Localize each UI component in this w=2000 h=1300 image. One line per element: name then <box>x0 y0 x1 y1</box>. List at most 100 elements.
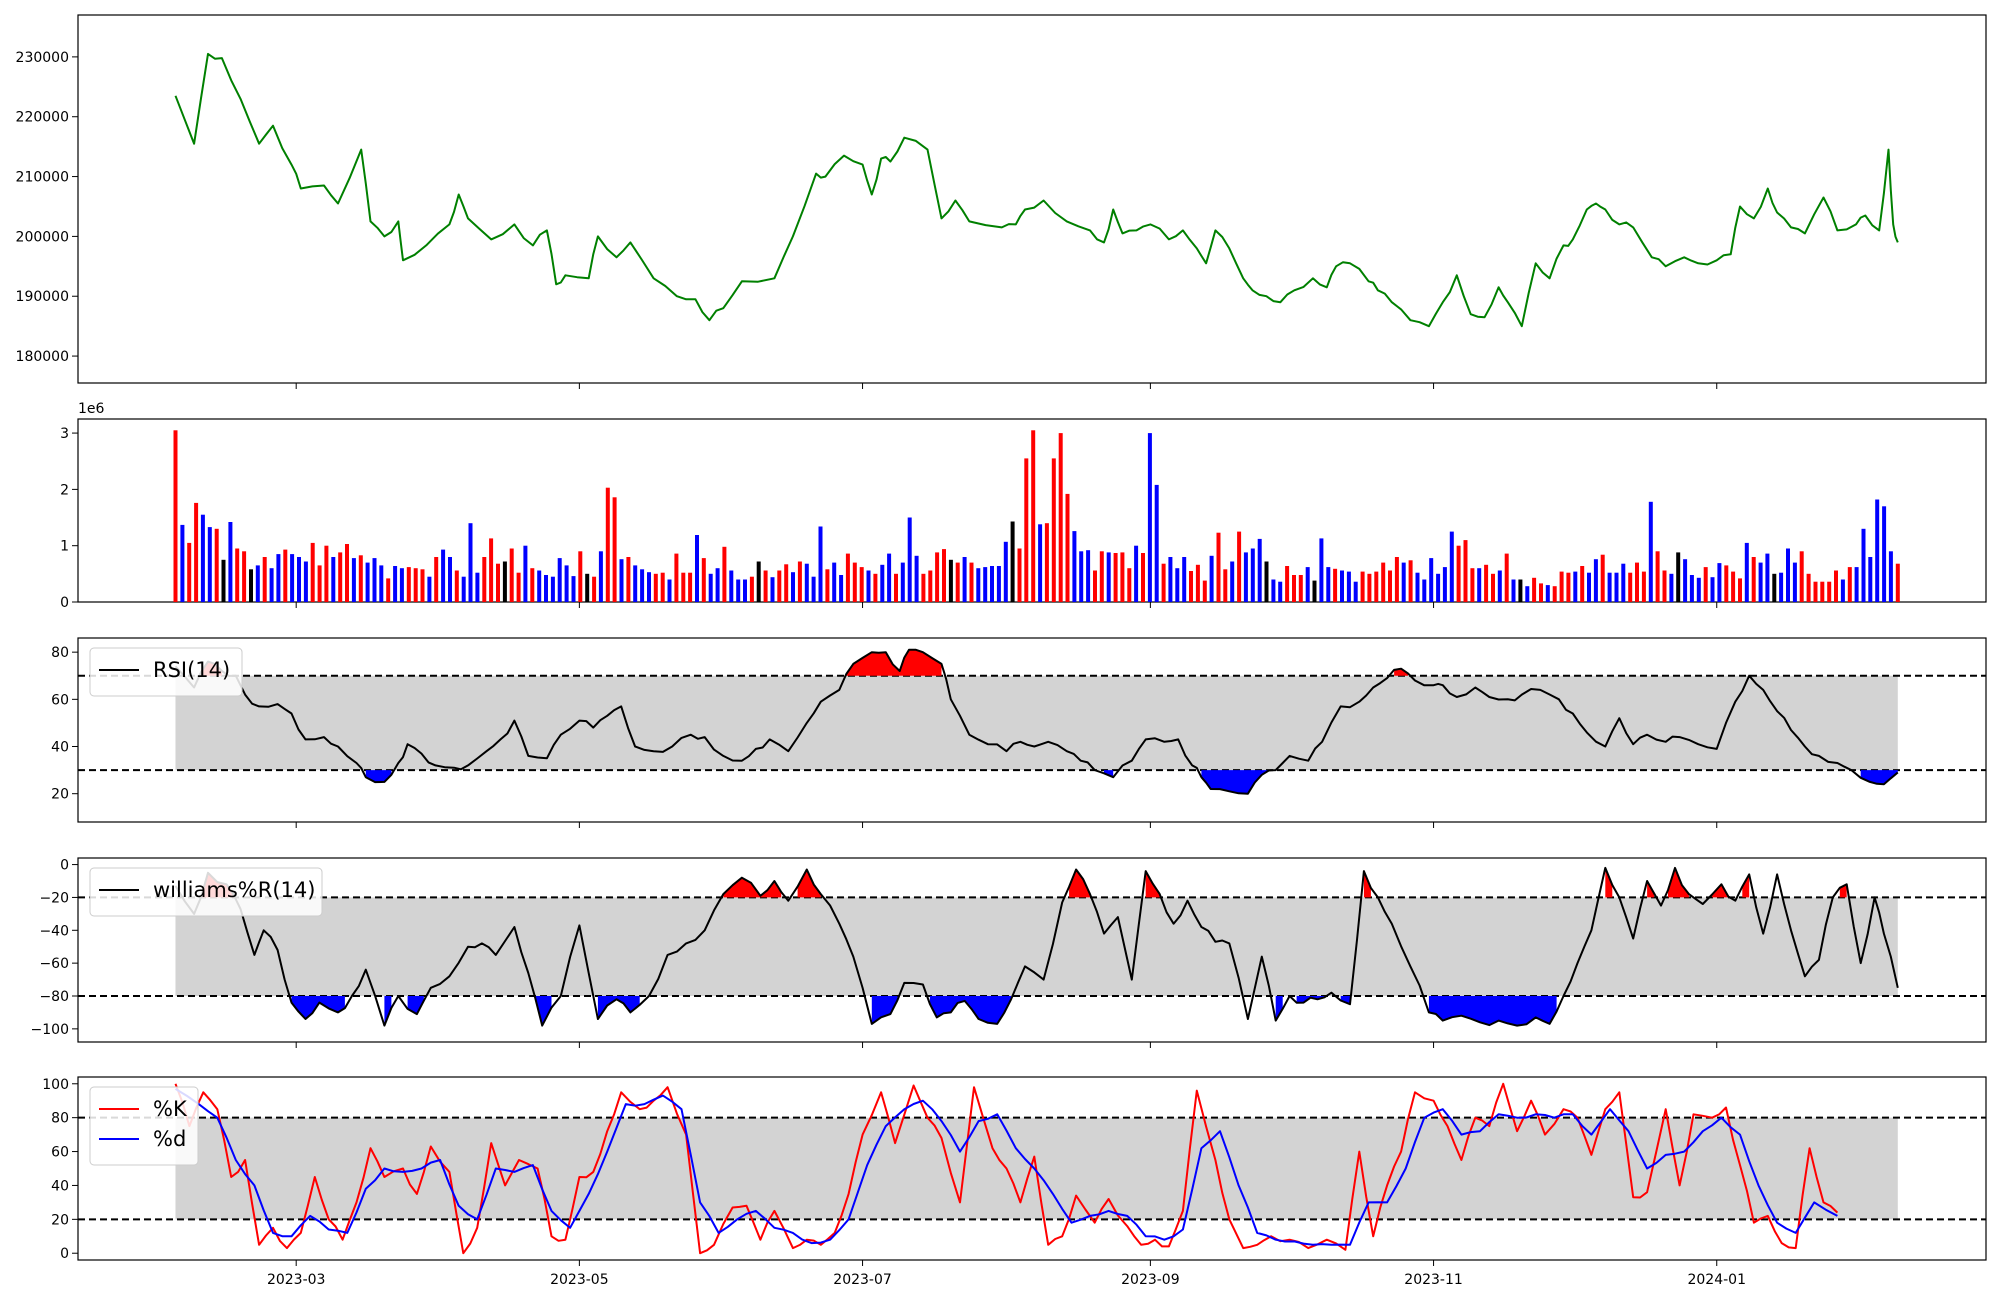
volume-bar <box>1840 579 1845 602</box>
volume-bar <box>1202 580 1207 602</box>
volume-bar <box>715 568 720 602</box>
volume-bar <box>1305 567 1310 602</box>
volume-bar <box>1820 581 1825 602</box>
x-axis: 2023-03 2023-05 2023-07 2023-09 2023-11 2024-… <box>267 383 1746 1288</box>
volume-bar <box>1408 560 1413 602</box>
volume-bar <box>571 576 576 602</box>
volume-bar <box>331 557 336 602</box>
volume-bar <box>434 557 439 602</box>
volume-bar <box>1710 577 1715 602</box>
volume-bar <box>681 572 686 602</box>
volume-bar <box>1895 563 1900 602</box>
volume-bar <box>1442 567 1447 602</box>
volume-bar <box>1106 552 1111 602</box>
volume-bar <box>1662 570 1667 602</box>
volume-bar <box>976 568 981 602</box>
volume-bar <box>935 552 940 602</box>
volume-bar <box>1827 581 1832 602</box>
volume-bar <box>894 573 898 602</box>
volume-bar <box>900 562 905 602</box>
volume-bar <box>207 527 212 602</box>
volume-bar <box>1381 562 1386 602</box>
williams-ytick-label: −20 <box>39 890 69 906</box>
volume-bar <box>317 565 322 602</box>
volume-bar <box>1113 553 1118 602</box>
volume-bar <box>578 551 583 602</box>
volume-bar <box>1545 585 1550 602</box>
volume-bar <box>1758 562 1763 602</box>
volume-bar <box>592 576 597 602</box>
stochastic-panel: 0 20 40 60 80 100 %K %d <box>42 1076 1987 1262</box>
volume-bar <box>1264 561 1269 602</box>
volume-bar <box>310 542 315 602</box>
volume-bar <box>825 569 830 602</box>
volume-bar <box>351 558 356 602</box>
x-tick-label: 2024-01 <box>1687 1272 1746 1288</box>
volume-bar <box>1237 531 1242 602</box>
rsi-oversold-fill <box>1860 770 1898 785</box>
williams-ytick-label: −60 <box>39 956 69 972</box>
williams-line <box>174 866 1899 1027</box>
volume-bar <box>914 555 919 602</box>
volume-bar <box>1079 551 1084 602</box>
volume-bar <box>852 562 857 602</box>
williams-legend-box <box>89 867 323 917</box>
volume-bar <box>399 568 404 602</box>
volume-bar <box>667 579 672 602</box>
volume-bar <box>1628 572 1633 602</box>
volume-bar <box>1799 551 1804 602</box>
volume-bar <box>1216 532 1221 602</box>
volume-bar <box>1724 565 1729 602</box>
volume-bar <box>1058 433 1063 602</box>
volume-bar <box>1038 524 1043 602</box>
volume-bar <box>770 577 775 602</box>
volume-bar <box>468 523 473 602</box>
stochastic-ytick-label: 100 <box>42 1077 69 1093</box>
williams-oversold-fill <box>597 996 640 1019</box>
volume-bar <box>1847 567 1852 602</box>
volume-bar <box>1806 573 1811 602</box>
williams-ytick-label: −80 <box>39 989 69 1005</box>
volume-bar <box>235 548 240 602</box>
price-frame <box>77 14 1987 384</box>
volume-bar <box>695 535 699 602</box>
stochastic-d-line <box>174 1088 1838 1246</box>
stochastic-legend-box <box>89 1086 199 1166</box>
volume-bar <box>489 538 494 602</box>
volume-bar <box>516 572 521 602</box>
stochastic-k-line <box>174 1082 1839 1255</box>
volume-bar <box>804 563 809 602</box>
volume-bar <box>1573 571 1578 602</box>
volume-bar <box>1532 577 1537 602</box>
volume-bar <box>1195 564 1200 602</box>
volume-bar <box>955 562 960 602</box>
volume-bar <box>1093 570 1097 602</box>
volume-bar <box>1717 563 1722 602</box>
volume-bar <box>1147 433 1152 602</box>
williams-oversold-fill <box>1296 996 1325 1003</box>
volume-bar <box>907 517 912 602</box>
rsi-oversold-fill <box>1201 770 1269 794</box>
williams-oversold-fill <box>1428 996 1557 1026</box>
volume-bar <box>1779 572 1784 602</box>
volume-ytick-label: 1 <box>60 539 69 555</box>
volume-bar <box>660 572 665 602</box>
volume-bar <box>276 554 281 602</box>
rsi-frame <box>77 637 1987 823</box>
volume-bar <box>1655 551 1660 602</box>
volume-bar <box>962 557 967 602</box>
volume-bar <box>1497 570 1502 602</box>
volume-bar <box>386 578 391 602</box>
volume-bar <box>1429 558 1434 602</box>
rsi-ytick-label: 20 <box>51 787 69 803</box>
volume-bar <box>1648 501 1653 602</box>
volume-bar <box>1120 552 1125 602</box>
volume-bar <box>1449 531 1454 602</box>
price-ytick-label: 180000 <box>16 349 69 365</box>
volume-ytick-label: 0 <box>60 595 69 611</box>
volume-bar <box>887 553 892 602</box>
volume-bar <box>338 552 343 602</box>
volume-bar <box>873 573 878 602</box>
volume-bar <box>557 558 562 602</box>
volume-bar <box>1360 571 1365 602</box>
